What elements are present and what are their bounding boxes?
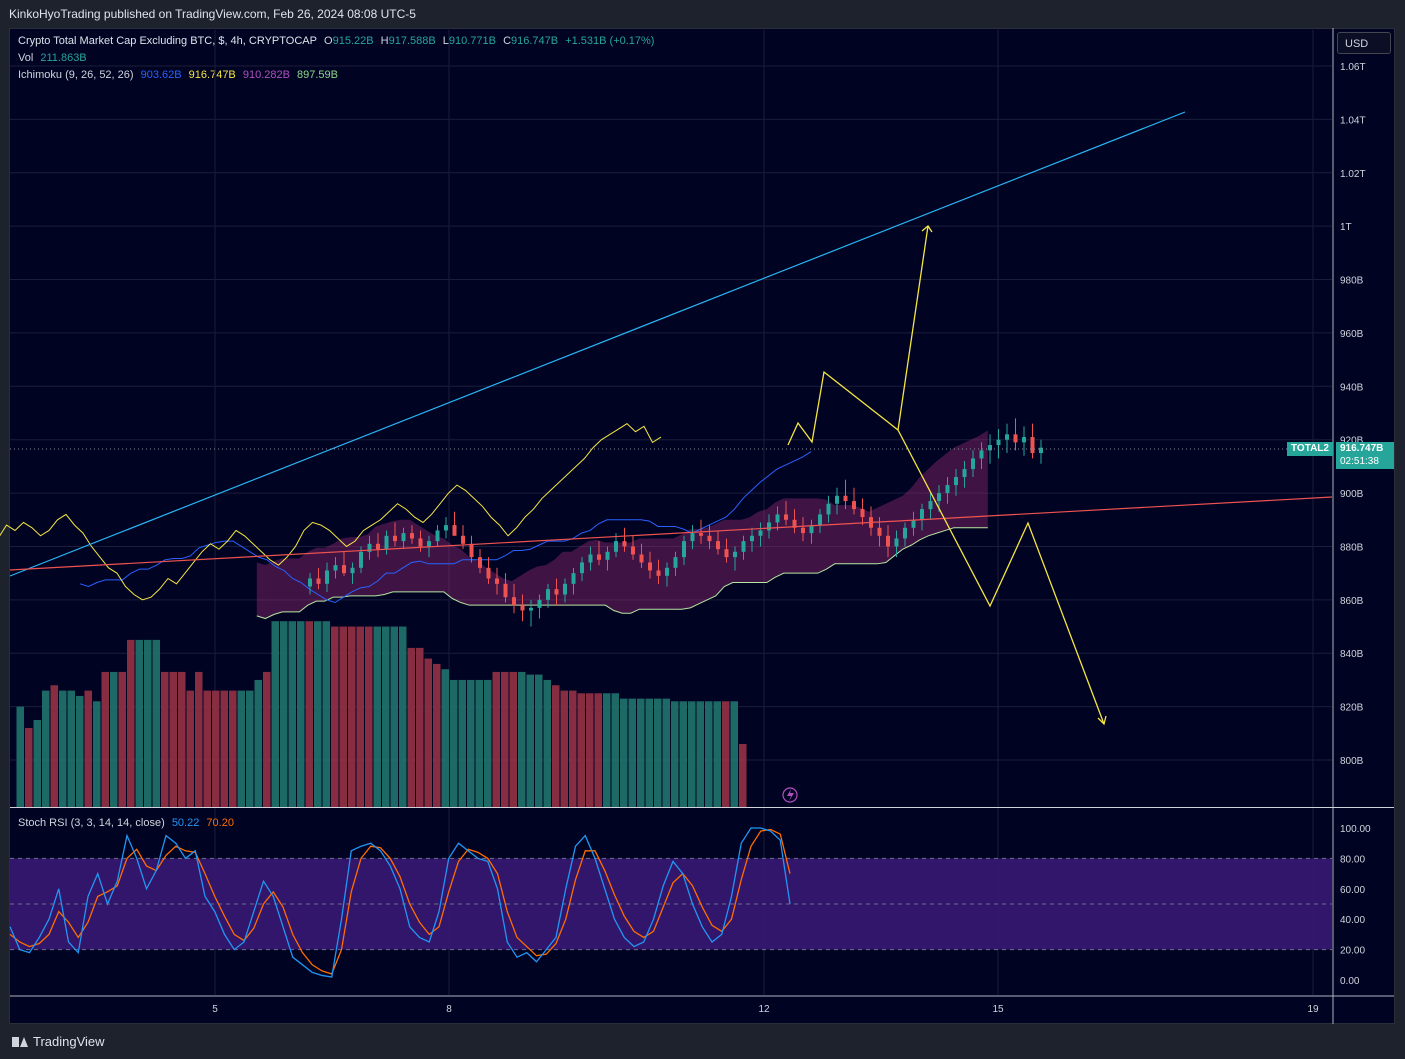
stoch-label: Stoch RSI (3, 3, 14, 14, close) [18,817,165,829]
ichimoku-label: Ichimoku (9, 26, 52, 26) [18,69,134,81]
open-value: 915.22B [332,35,374,47]
ichimoku-kijun-value: 916.747B [188,69,236,81]
change-value: +1.531B (+0.17%) [565,35,655,47]
tradingview-logo-icon [12,1036,28,1047]
high-value: 917.588B [388,35,436,47]
footer: TradingView [0,1024,1405,1059]
stoch-d-value: 70.20 [206,817,234,829]
brand-name: TradingView [33,1034,105,1049]
published-info: KinkoHyoTrading published on TradingView… [9,7,416,21]
high-label: H [380,35,389,47]
low-label: L [442,35,449,47]
pane-separator[interactable] [10,807,1394,808]
low-value: 910.771B [448,35,496,47]
last-price-tag: 916.747B [1336,442,1394,456]
symbol-title[interactable]: Crypto Total Market Cap Excluding BTC, $… [18,35,317,47]
close-label: C [503,35,512,47]
ichimoku-legend[interactable]: Ichimoku (9, 26, 52, 26) 903.62B 916.747… [18,69,342,81]
symbol-price-tag: TOTAL2 [1287,442,1333,456]
vol-value: 211.863B [40,52,87,64]
ichimoku-tenkan-value: 903.62B [140,69,182,81]
stoch-k-value: 50.22 [171,817,200,829]
tradingview-logo[interactable]: TradingView [12,1034,105,1049]
chart-frame[interactable] [9,28,1395,1024]
currency-button[interactable]: USD [1337,32,1391,54]
volume-legend[interactable]: Vol 211.863B [18,52,91,64]
bar-countdown: 02:51:38 [1336,455,1394,469]
vol-label: Vol [18,52,34,64]
open-label: O [324,35,333,47]
ichimoku-spanB-value: 897.59B [297,69,338,81]
symbol-legend: Crypto Total Market Cap Excluding BTC, $… [18,35,658,47]
stoch-legend[interactable]: Stoch RSI (3, 3, 14, 14, close) 50.22 70… [18,817,238,829]
close-value: 916.747B [511,35,559,47]
ichimoku-spanA-value: 910.282B [242,69,290,81]
